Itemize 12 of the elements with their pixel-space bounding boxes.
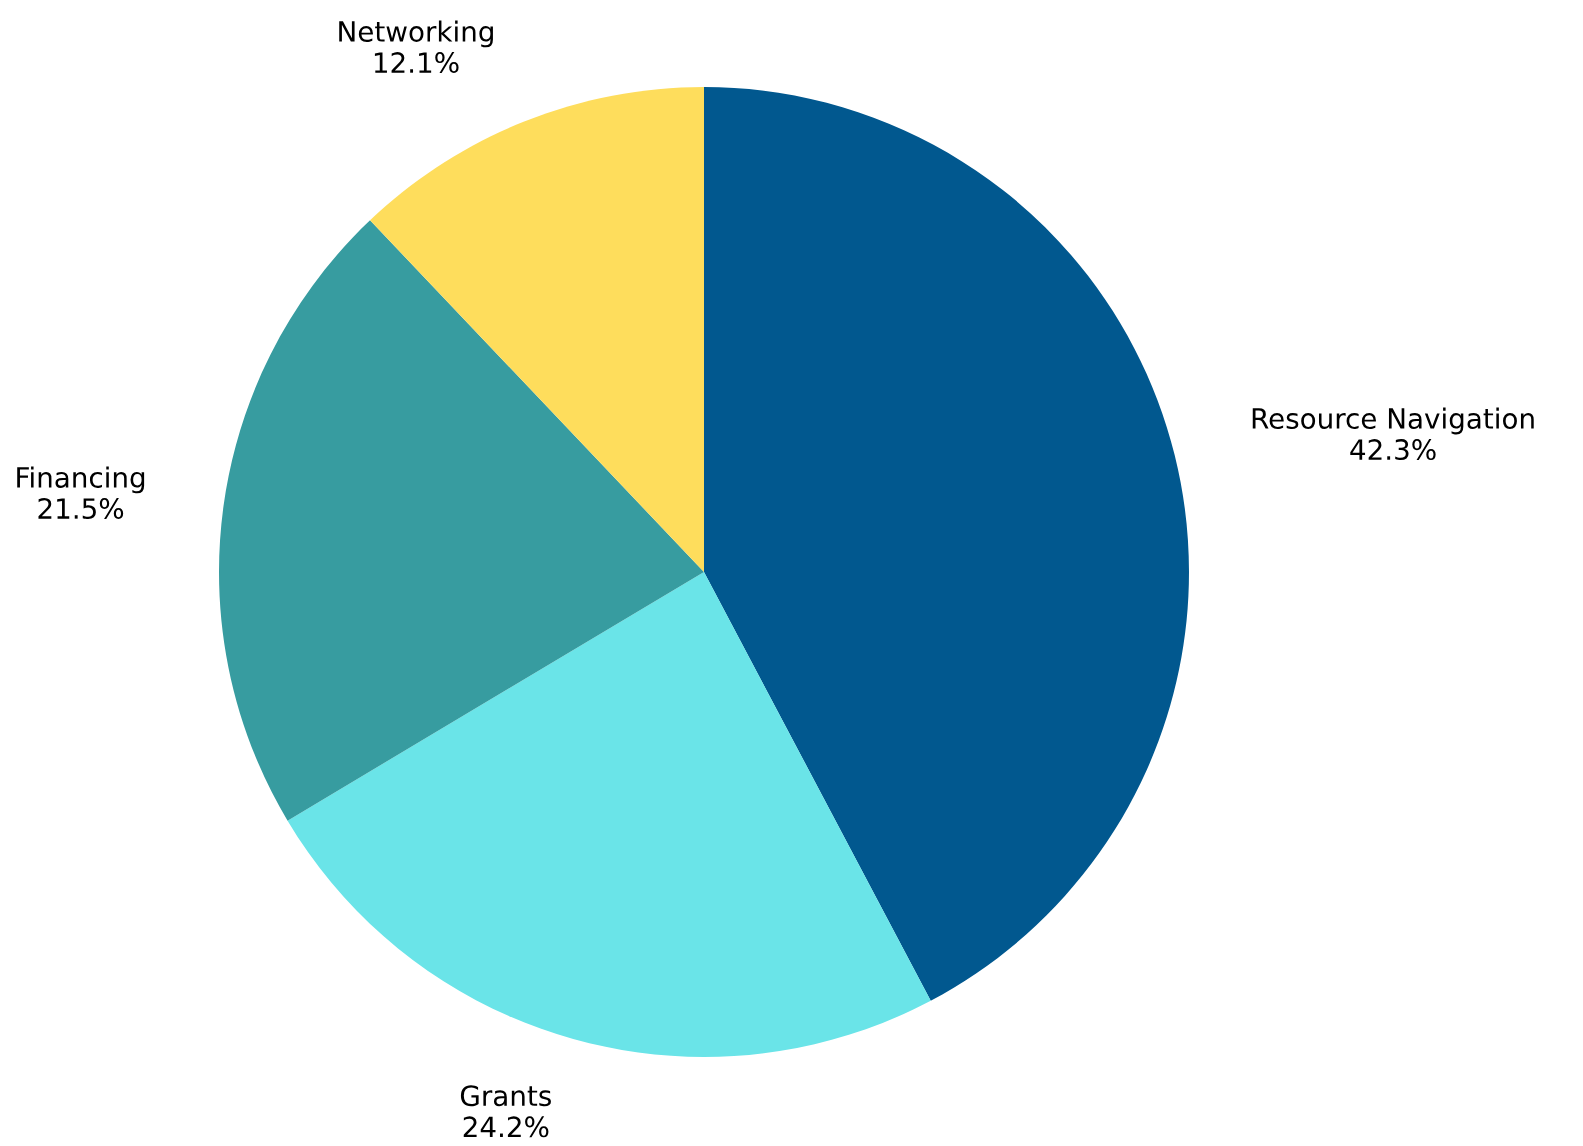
pie-slice bbox=[370, 87, 704, 572]
data-label: 24.2% bbox=[463, 1116, 549, 1138]
pie-slice bbox=[287, 572, 931, 1057]
data-label: 42.3% bbox=[1350, 439, 1436, 461]
data-label: 21.5% bbox=[38, 498, 124, 520]
pie-slice bbox=[704, 87, 1189, 1001]
slice-label: Networking bbox=[339, 20, 493, 48]
data-label: 12.1% bbox=[374, 52, 459, 74]
slice-label: Resource Navigation bbox=[1252, 407, 1534, 435]
slice-label: Grants bbox=[460, 1085, 551, 1107]
slice-label: Financing bbox=[17, 466, 145, 494]
pie-slice bbox=[219, 220, 704, 821]
